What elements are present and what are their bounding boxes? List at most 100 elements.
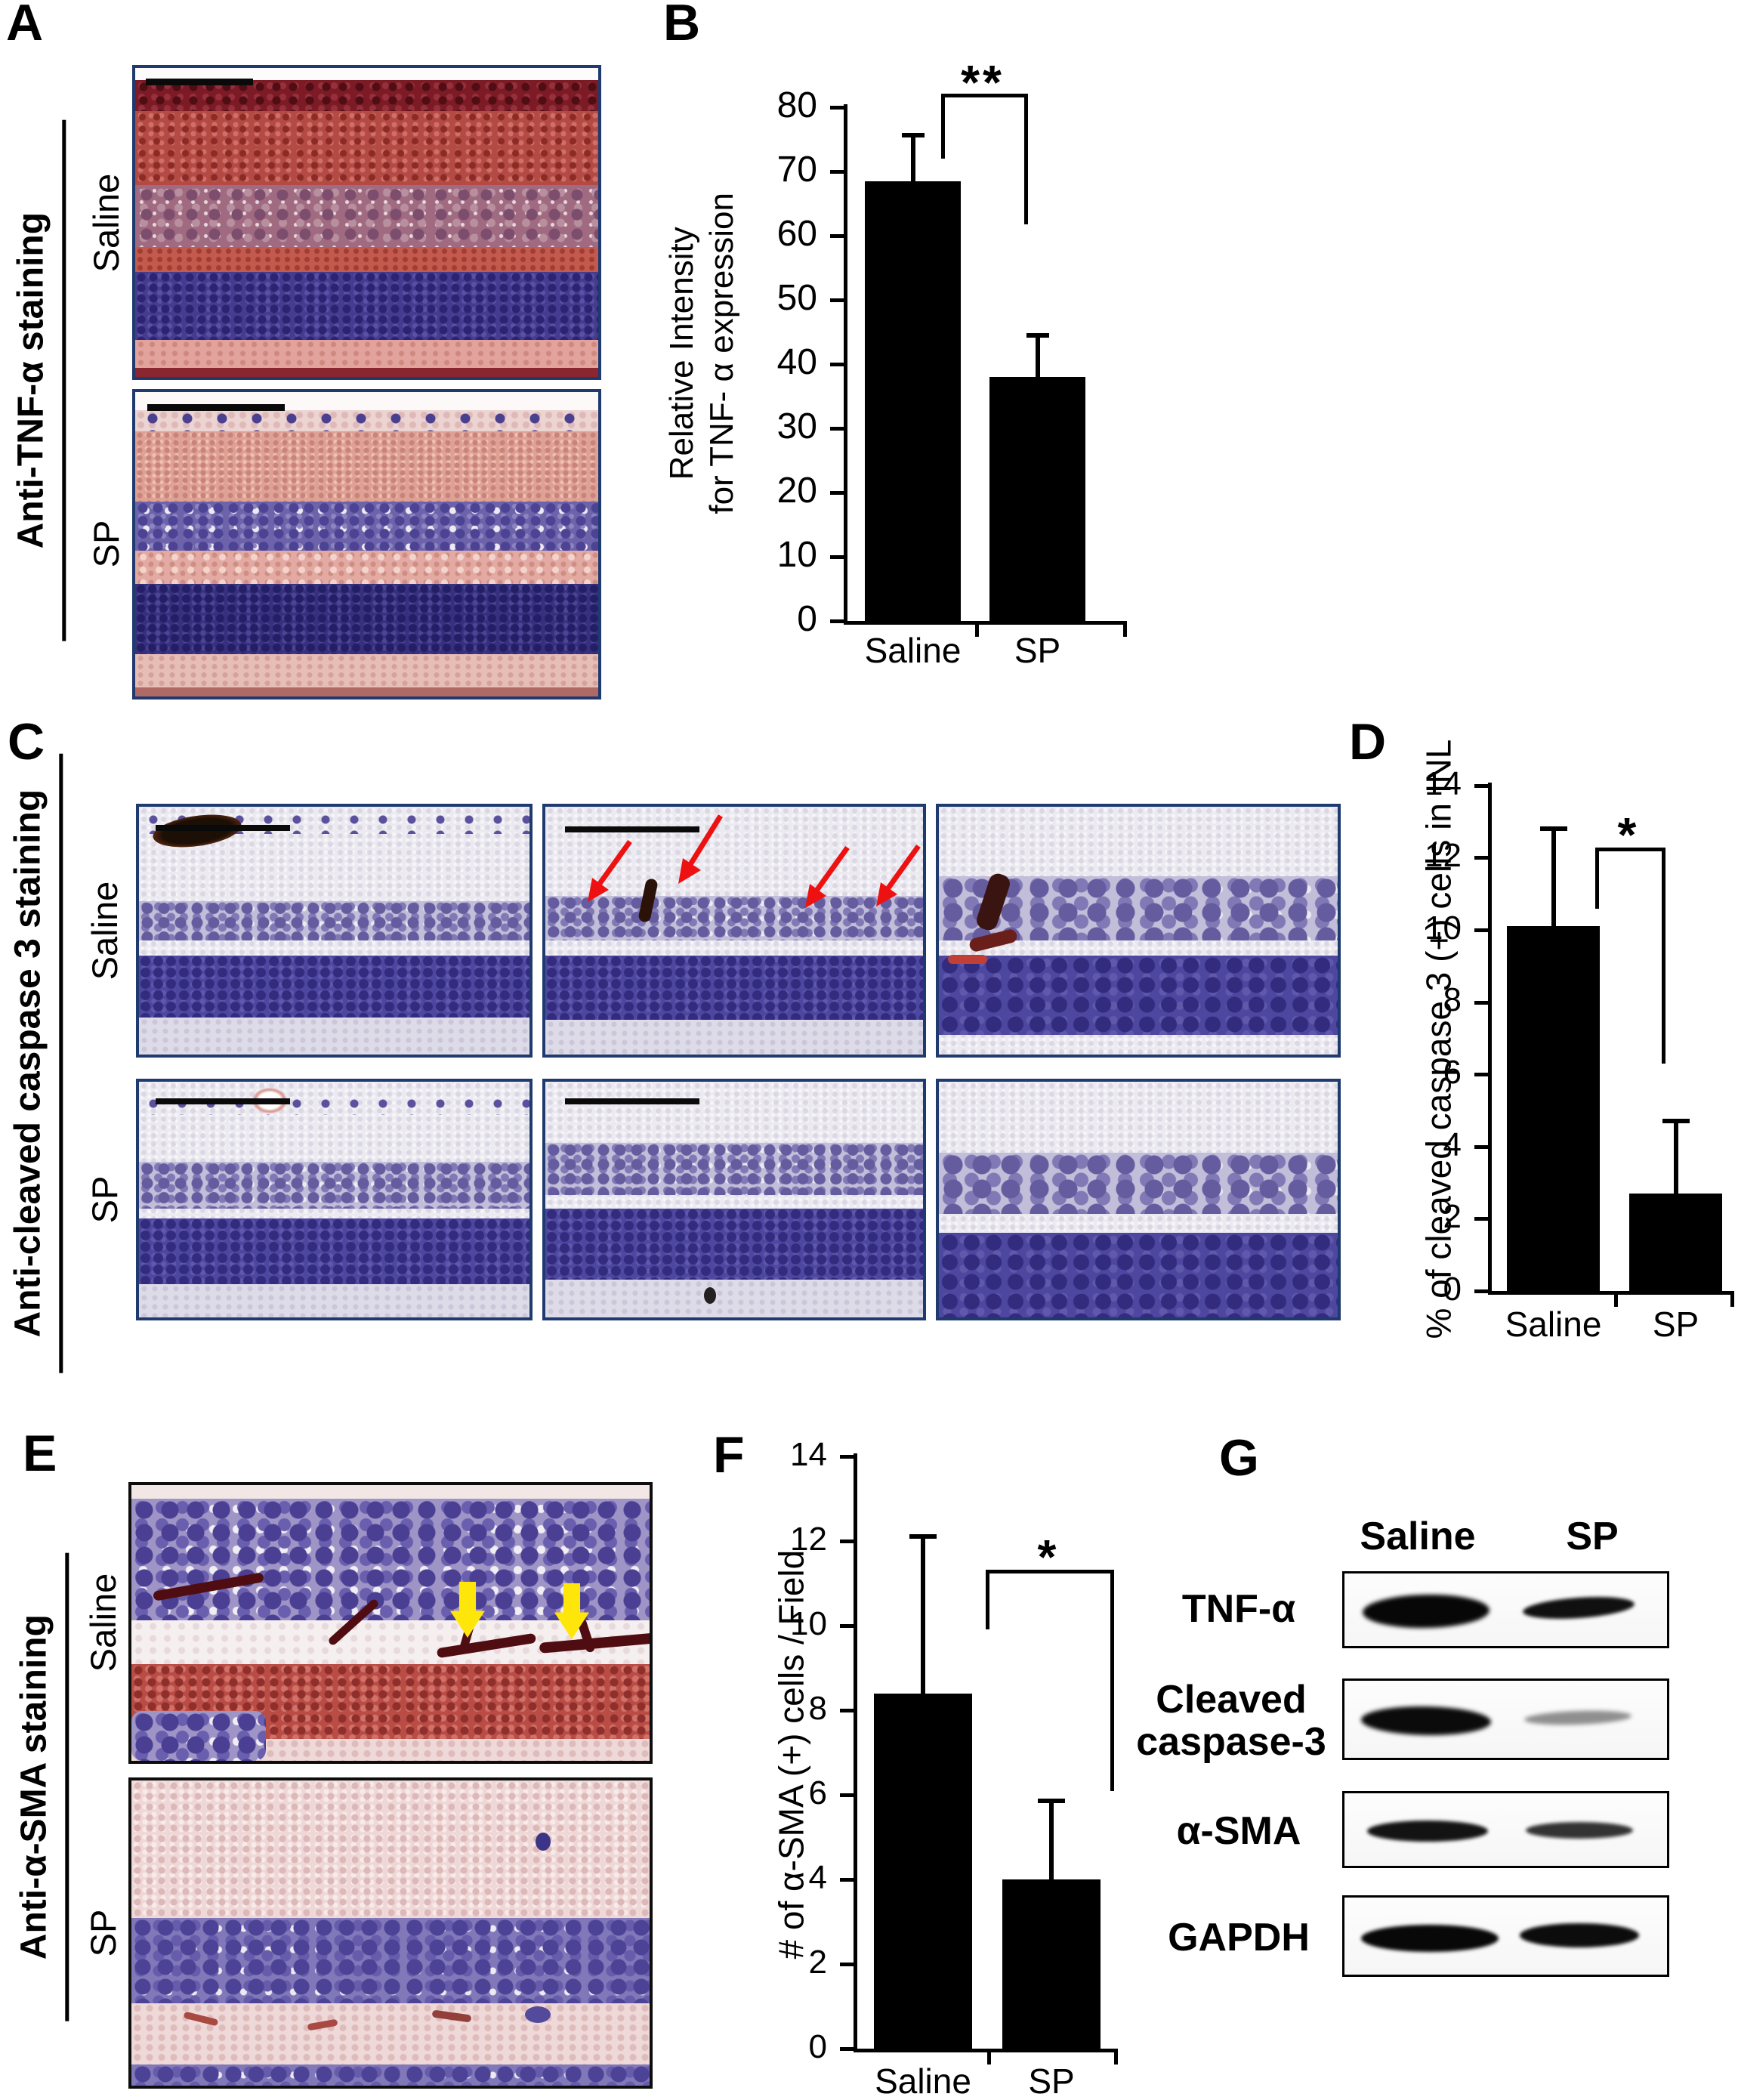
y-axis-tick xyxy=(1474,928,1488,932)
retina-layer-inl xyxy=(545,1143,923,1195)
retina-layer-inl xyxy=(131,1917,650,2003)
blot-row-label-gapdh: GAPDH xyxy=(1168,1916,1310,1959)
error-bar-stem xyxy=(1673,1121,1678,1194)
retina-layer-inl xyxy=(135,502,598,551)
retina-layer-onl xyxy=(139,955,529,1018)
panel-e-letter: E xyxy=(23,1425,57,1482)
panel-c-row-label-sp: SP xyxy=(85,1175,125,1224)
y-axis-tick xyxy=(840,2047,854,2051)
blot-band-tnf-sp xyxy=(1522,1593,1635,1623)
y-axis-tick xyxy=(1474,1144,1488,1149)
retina-layer-is xyxy=(139,1284,529,1317)
x-category-label: Saline xyxy=(875,2061,971,2100)
histology-image-casp3-saline-2 xyxy=(542,804,926,1058)
data-bar-saline xyxy=(865,181,961,621)
panel-a-stain-label: Anti-TNF-α staining xyxy=(11,119,66,641)
y-tick-label: 0 xyxy=(808,2027,827,2065)
blot-band-gapdh-sp xyxy=(1520,1923,1639,1947)
y-axis-tick xyxy=(830,427,844,431)
y-tick-label: 10 xyxy=(790,1604,827,1642)
retina-layer-gcl xyxy=(135,80,598,112)
blot-row-label-tnf: TNF-α xyxy=(1181,1587,1296,1631)
red-arrow-icon xyxy=(678,814,723,884)
blot-band-cleaved-caspase3-sp xyxy=(1523,1709,1632,1727)
y-tick-label: 4 xyxy=(808,1858,827,1896)
blot-band-sma-sp xyxy=(1526,1822,1633,1839)
y-tick-label: 14 xyxy=(1425,764,1462,802)
y-tick-label: 8 xyxy=(808,1689,827,1727)
blot-row-label-sma: α-SMA xyxy=(1176,1809,1301,1853)
x-category-label: SP xyxy=(1014,631,1061,670)
retina-layer-onl xyxy=(545,955,923,1021)
sig-bracket-top xyxy=(986,1570,1114,1573)
y-axis-tick xyxy=(1474,1289,1488,1293)
sig-bracket-right xyxy=(1662,848,1665,1064)
retina-layer-onl xyxy=(131,1499,650,1620)
histology-image-casp3-sp-1 xyxy=(136,1079,533,1320)
panel-a-row-label-sp: SP xyxy=(86,520,126,568)
x-axis xyxy=(1488,1291,1734,1295)
data-bar-sp xyxy=(989,377,1085,621)
positive-cell-stain xyxy=(948,955,987,964)
y-tick-label: 0 xyxy=(797,599,817,640)
panel-e-row-label-saline: Saline xyxy=(83,1573,123,1672)
nucleus xyxy=(525,2006,551,2023)
panel-e-row-label-sp: SP xyxy=(83,1909,123,1957)
y-axis-tick xyxy=(840,1878,854,1882)
histology-image-tnf-sp xyxy=(132,389,601,699)
sig-bracket-top xyxy=(1595,848,1665,851)
error-bar-stem xyxy=(1035,335,1040,377)
significance-marker: * xyxy=(1617,808,1640,862)
y-tick-label: 40 xyxy=(776,342,817,383)
y-axis-tick xyxy=(1474,783,1488,788)
panel-a-letter: A xyxy=(6,0,44,51)
panel-a-row-label-saline: Saline xyxy=(86,173,126,273)
x-category-label: Saline xyxy=(864,631,962,670)
error-bar-stem xyxy=(910,135,915,181)
y-axis-tick xyxy=(840,1624,854,1628)
x-axis xyxy=(854,2049,1118,2052)
panel-e-stain-label: Anti-α-SMA staining xyxy=(14,1552,69,2021)
blot-band-sma-saline xyxy=(1367,1821,1488,1842)
retina-layer-inl xyxy=(139,900,529,941)
y-axis-tick xyxy=(830,555,844,559)
y-tick-label: 8 xyxy=(1443,981,1462,1019)
scale-bar xyxy=(146,79,253,85)
retina-layer-onl xyxy=(139,1218,529,1285)
blot-band-gapdh-saline xyxy=(1361,1925,1499,1952)
x-axis xyxy=(844,621,1127,625)
y-tick-label: 2 xyxy=(1443,1198,1462,1236)
retina-layer-ipl xyxy=(135,431,598,502)
y-tick-label: 10 xyxy=(776,535,817,576)
panel-c-stain-label: Anti-cleaved caspase 3 staining xyxy=(8,753,63,1373)
panel-c-row-label-saline: Saline xyxy=(85,881,125,981)
x-category-label: Saline xyxy=(1505,1305,1602,1344)
y-tick-label: 80 xyxy=(776,85,817,126)
data-bar-saline xyxy=(1507,926,1600,1291)
retina-layer-opl xyxy=(135,247,598,272)
retina-layer-inl xyxy=(139,1162,529,1209)
y-tick-label: 2 xyxy=(808,1943,827,1981)
y-tick-label: 6 xyxy=(808,1774,827,1811)
y-axis xyxy=(1488,782,1492,1295)
error-bar-cap xyxy=(1539,826,1567,832)
significance-marker: * xyxy=(1037,1530,1060,1584)
scale-bar xyxy=(565,826,699,832)
y-axis-tick xyxy=(840,1963,854,1966)
y-tick-label: 12 xyxy=(790,1520,827,1558)
retina-layer-is xyxy=(135,339,598,368)
blot-box-tnf xyxy=(1342,1571,1669,1648)
y-tick-label: 60 xyxy=(776,214,817,255)
y-axis-tick xyxy=(840,1709,854,1712)
y-axis-tick xyxy=(840,1793,854,1797)
histology-image-tnf-saline xyxy=(132,65,601,380)
y-axis-tick xyxy=(840,1455,854,1459)
retina-layer-onl xyxy=(545,1209,923,1280)
red-arrow-icon xyxy=(876,844,921,906)
blot-column-header-saline: Saline xyxy=(1360,1515,1476,1558)
panel-d-letter: D xyxy=(1349,713,1387,771)
scale-bar xyxy=(565,1098,699,1104)
histology-image-casp3-sp-3 xyxy=(936,1079,1341,1320)
histology-image-sma-sp xyxy=(128,1777,653,2089)
